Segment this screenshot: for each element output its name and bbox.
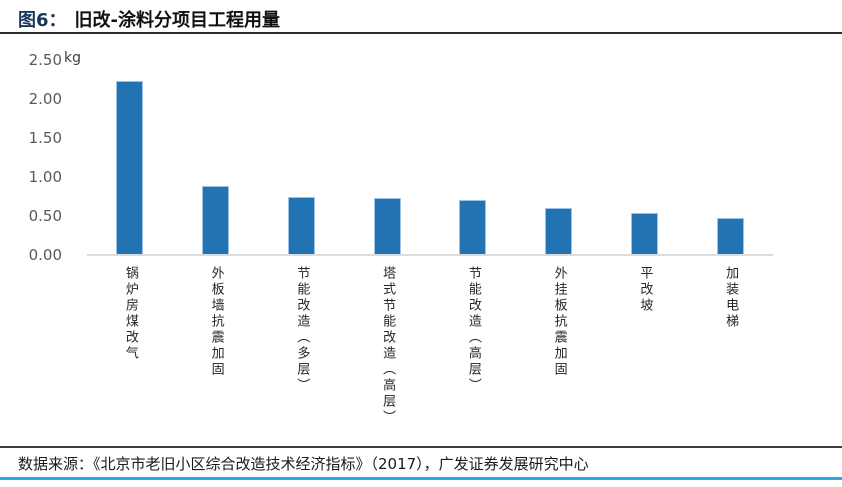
x-axis-category-label: 塔式节能改造（高层） [380,266,396,426]
y-axis-unit-label: kg [64,50,81,66]
bar [459,199,487,255]
bar [630,212,658,255]
figure-title: 旧改-涂料分项目工程用量 [74,10,281,31]
bar [545,208,573,255]
title-divider-line [0,32,842,34]
y-axis-tick-label: 0.00 [28,246,62,264]
x-axis-category-label: 平改坡 [637,266,653,314]
data-source-note: 数据来源：《北京市老旧小区综合改造技术经济指标》（2017），广发证券发展研究中… [18,455,589,473]
bar [716,217,744,255]
footer-divider-line [0,446,842,448]
x-axis-category-label: 外板墙抗震加固 [208,266,224,378]
x-axis-category-label: 加装电梯 [723,266,739,330]
bar [116,81,144,255]
bar [202,186,230,255]
x-axis-line [87,254,773,256]
bar [373,198,401,255]
y-axis-tick-label: 2.00 [28,90,62,108]
y-axis-tick-label: 1.00 [28,168,62,186]
y-axis-tick-label: 2.50 [28,51,62,69]
bar [287,196,315,255]
x-axis-category-label: 锅炉房煤改气 [122,266,138,362]
x-axis-category-label: 节能改造（多层） [294,266,310,394]
y-axis-tick-label: 0.50 [28,207,62,225]
figure-header: 图6： 旧改-涂料分项目工程用量 [18,6,280,32]
x-axis-category-label: 节能改造（高层） [465,266,481,394]
figure-number-label: 图6： [18,10,67,31]
bottom-accent-line [0,477,842,480]
y-axis-tick-label: 1.50 [28,129,62,147]
x-axis-category-label: 外挂板抗震加固 [551,266,567,378]
